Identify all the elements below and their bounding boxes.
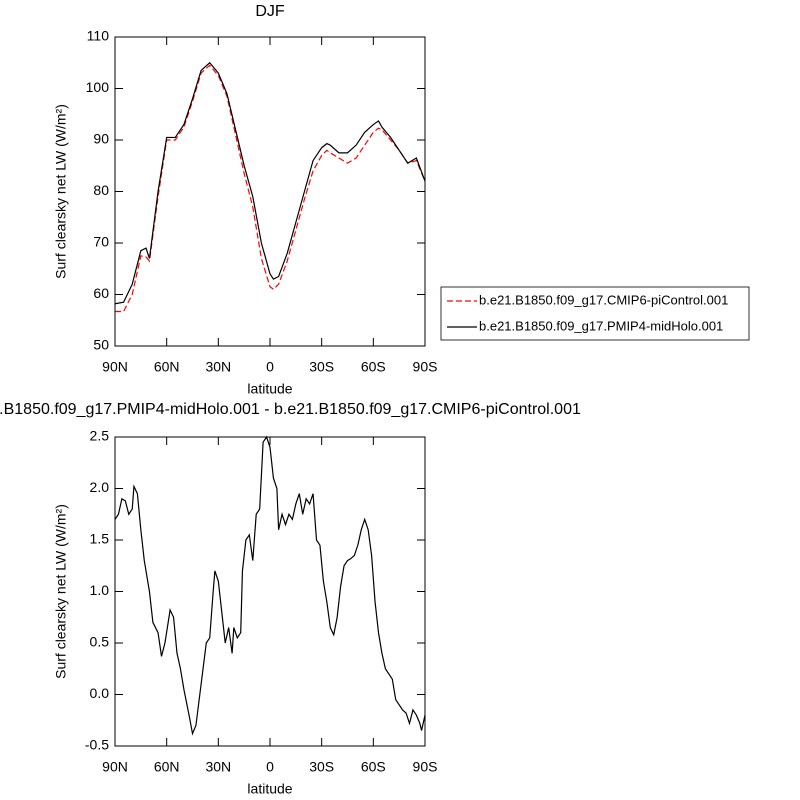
x-axis-label: latitude	[247, 381, 292, 397]
y-tick-label: 50	[93, 337, 109, 353]
x-tick-label: 90N	[102, 759, 128, 775]
x-tick-label: 30N	[205, 359, 231, 375]
chart-title: DJF	[255, 3, 285, 20]
data-line	[114, 61, 426, 305]
y-tick-label: 2.0	[90, 479, 110, 495]
y-tick-label: 0.5	[90, 634, 110, 650]
plot-frame	[114, 36, 426, 347]
x-tick-label: 60N	[154, 359, 180, 375]
y-tick-label: 80	[93, 182, 109, 198]
x-tick-label: 30N	[205, 759, 231, 775]
legend-box	[440, 286, 750, 341]
y-tick-label: 2.5	[90, 428, 110, 444]
x-tick-label: 30S	[309, 759, 334, 775]
y-tick-label: -0.5	[85, 737, 109, 753]
y-axis-label: Surf clearsky net LW (W/m²)	[53, 504, 69, 679]
legend-label: b.e21.B1850.f09_g17.CMIP6-piControl.001	[479, 292, 728, 307]
chart-title: b.e21.B1850.f09_g17.PMIP4-midHolo.001 - …	[0, 401, 581, 418]
x-tick-label: 90S	[413, 759, 438, 775]
data-line	[114, 435, 426, 736]
y-tick-label: 1.0	[90, 582, 110, 598]
x-axis-label: latitude	[247, 781, 292, 797]
y-tick-label: 100	[86, 79, 110, 95]
y-tick-label: 1.5	[90, 531, 110, 547]
x-tick-label: 90S	[413, 359, 438, 375]
x-tick-label: 0	[266, 359, 274, 375]
y-tick-label: 110	[87, 28, 110, 44]
plot-frame	[114, 436, 426, 747]
y-tick-label: 0.0	[90, 685, 110, 701]
y-tick-label: 90	[93, 131, 109, 147]
y-axis-label: Surf clearsky net LW (W/m²)	[53, 104, 69, 279]
x-tick-label: 60S	[361, 359, 386, 375]
x-tick-label: 90N	[102, 359, 128, 375]
x-tick-label: 30S	[309, 359, 334, 375]
legend-label: b.e21.B1850.f09_g17.PMIP4-midHolo.001	[479, 318, 723, 333]
y-tick-label: 60	[93, 285, 109, 301]
x-tick-label: 60N	[154, 759, 180, 775]
x-tick-label: 60S	[361, 759, 386, 775]
x-tick-label: 0	[266, 759, 274, 775]
y-tick-label: 70	[93, 234, 109, 250]
